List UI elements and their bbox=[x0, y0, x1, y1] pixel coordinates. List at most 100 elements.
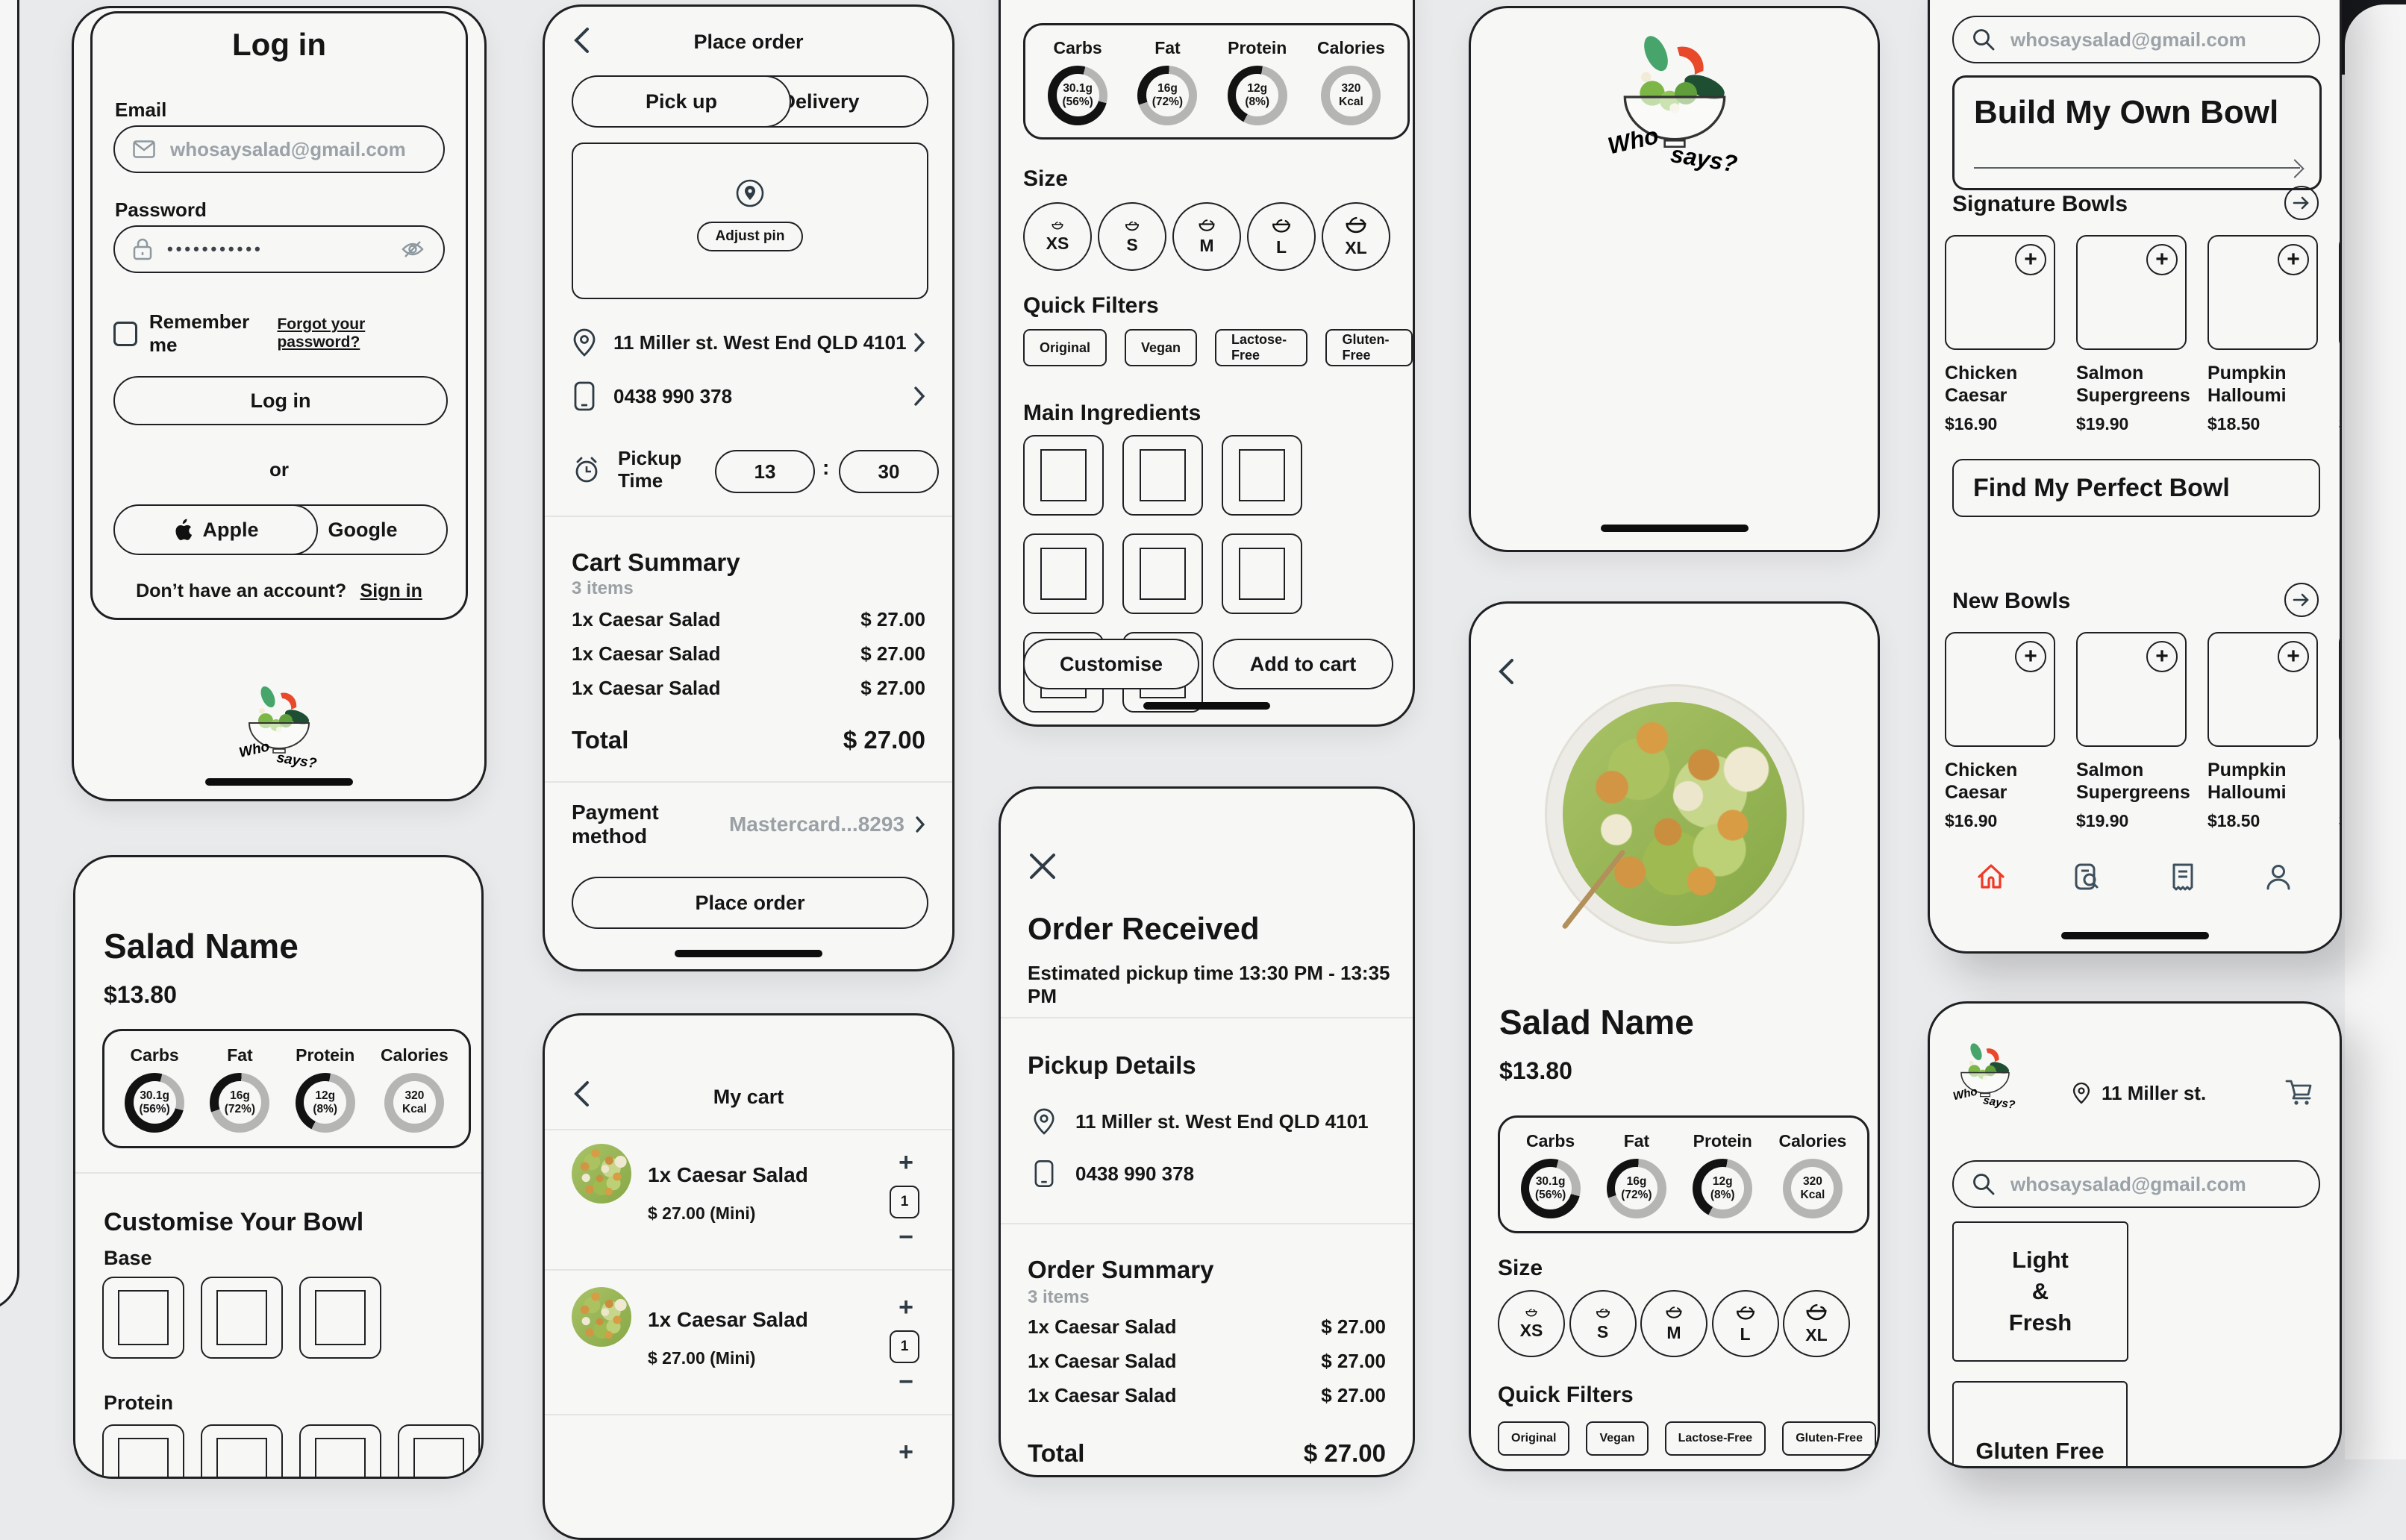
decrease-qty-button[interactable]: − bbox=[899, 1223, 913, 1251]
pickup-time-row: Pickup Time 13 : 30 bbox=[572, 444, 939, 496]
increase-qty-button[interactable]: + bbox=[899, 1438, 913, 1466]
forgot-password-link[interactable]: Forgot your password? bbox=[277, 316, 366, 351]
increase-qty-button[interactable]: + bbox=[899, 1293, 913, 1321]
back-chevron-icon[interactable] bbox=[572, 1080, 591, 1108]
size-option-l[interactable]: L bbox=[1247, 202, 1316, 271]
back-chevron-icon[interactable] bbox=[1496, 657, 1516, 686]
bowl-card[interactable]: + Chicken Caesar $16.90 bbox=[1945, 632, 2057, 831]
filter-vegan[interactable]: Vegan bbox=[1586, 1421, 1649, 1456]
filter-original[interactable]: Original bbox=[1023, 329, 1107, 366]
adjust-pin-button[interactable]: Adjust pin bbox=[697, 222, 803, 251]
cart-row-price: $ 27.00 bbox=[860, 642, 925, 665]
base-option[interactable] bbox=[201, 1277, 283, 1359]
size-option-l[interactable]: L bbox=[1711, 1290, 1779, 1357]
location-row[interactable]: 11 Miller st. bbox=[2072, 1078, 2206, 1108]
nav-receipt-icon[interactable] bbox=[2166, 860, 2199, 893]
bowl-card[interactable]: + Gre Chi $17 bbox=[2339, 632, 2340, 831]
plus-circle-icon[interactable]: + bbox=[2278, 244, 2309, 275]
size-option-m[interactable]: M bbox=[1640, 1290, 1707, 1357]
base-option[interactable] bbox=[102, 1277, 184, 1359]
size-option-xl[interactable]: XL bbox=[1322, 202, 1390, 271]
email-field[interactable] bbox=[113, 125, 445, 173]
search-input[interactable] bbox=[2009, 27, 2301, 52]
decrease-qty-button[interactable]: − bbox=[899, 1368, 913, 1396]
pickup-tab[interactable]: Pick up bbox=[572, 75, 791, 128]
hour-picker[interactable]: 13 bbox=[715, 450, 815, 493]
increase-qty-button[interactable]: + bbox=[899, 1148, 913, 1177]
login-button[interactable]: Log in bbox=[113, 376, 448, 425]
ingredient-option[interactable] bbox=[1023, 435, 1104, 516]
plus-circle-icon[interactable]: + bbox=[2015, 244, 2046, 275]
plus-circle-icon[interactable]: + bbox=[2146, 641, 2178, 672]
payment-row[interactable]: Payment method Mastercard...8293 bbox=[572, 801, 925, 848]
ingredient-option[interactable] bbox=[1122, 435, 1203, 516]
nutrition-label: Calories bbox=[381, 1045, 449, 1065]
protein-option[interactable] bbox=[102, 1424, 184, 1477]
email-input[interactable] bbox=[169, 137, 425, 162]
cart-items-count: 3 items bbox=[572, 578, 634, 598]
size-option-xl[interactable]: XL bbox=[1783, 1290, 1850, 1357]
search-input[interactable] bbox=[2009, 1171, 2301, 1197]
bowl-card[interactable]: + Pumpkin Halloumi $18.50 bbox=[2207, 632, 2319, 831]
category-tile-light-fresh[interactable]: Light & Fresh bbox=[1952, 1221, 2128, 1362]
chevron-right-icon bbox=[913, 332, 925, 353]
nav-profile-icon[interactable] bbox=[2262, 860, 2295, 893]
signature-arrow-button[interactable] bbox=[2284, 186, 2319, 220]
protein-option[interactable] bbox=[201, 1424, 283, 1477]
back-chevron-icon[interactable] bbox=[572, 26, 591, 54]
filter-lactose-free[interactable]: Lactose-Free bbox=[1664, 1421, 1766, 1456]
ingredient-option[interactable] bbox=[1122, 533, 1203, 614]
filter-vegan[interactable]: Vegan bbox=[1125, 329, 1198, 366]
address-row[interactable]: 11 Miller st. West End QLD 4101 bbox=[572, 326, 925, 359]
ingredient-option[interactable] bbox=[1222, 533, 1302, 614]
nav-home-icon[interactable] bbox=[1975, 860, 2007, 893]
base-option[interactable] bbox=[299, 1277, 381, 1359]
new-bowls-arrow-button[interactable] bbox=[2284, 583, 2319, 617]
protein-option[interactable] bbox=[398, 1424, 480, 1477]
bowl-card[interactable]: + Salmon Supergreens $19.90 bbox=[2076, 235, 2190, 434]
size-option-m[interactable]: M bbox=[1172, 202, 1241, 271]
find-my-perfect-bowl-button[interactable]: Find My Perfect Bowl bbox=[1952, 459, 2320, 517]
filter-gluten-free[interactable]: Gluten-Free bbox=[1325, 329, 1413, 366]
category-tile-gluten-free[interactable]: Gluten Free bbox=[1952, 1381, 2128, 1466]
add-to-cart-button[interactable]: Add to cart bbox=[1213, 639, 1393, 689]
map-card[interactable]: Adjust pin bbox=[572, 143, 928, 299]
password-input[interactable] bbox=[166, 239, 387, 260]
bowl-price: $19.90 bbox=[2076, 811, 2129, 830]
bowl-card[interactable]: + Chicken Caesar $16.90 bbox=[1945, 235, 2057, 434]
size-option-s[interactable]: S bbox=[1098, 202, 1166, 271]
password-field[interactable] bbox=[113, 225, 445, 273]
nutrition-label: Calories bbox=[1778, 1130, 1847, 1151]
filter-original[interactable]: Original bbox=[1498, 1421, 1570, 1456]
plus-circle-icon[interactable]: + bbox=[2015, 641, 2046, 672]
size-option-xs[interactable]: XS bbox=[1023, 202, 1092, 271]
plus-circle-icon[interactable]: + bbox=[2278, 641, 2309, 672]
filter-gluten-free[interactable]: Gluten-Free bbox=[1782, 1421, 1876, 1456]
eye-off-icon[interactable] bbox=[400, 240, 425, 259]
signin-link[interactable]: Sign in bbox=[360, 580, 422, 601]
plus-circle-icon[interactable]: + bbox=[2146, 244, 2178, 275]
place-order-button[interactable]: Place order bbox=[572, 877, 928, 929]
search-bar[interactable] bbox=[1952, 16, 2320, 63]
filter-lactose-free[interactable]: Lactose-Free bbox=[1215, 329, 1308, 366]
google-label: Google bbox=[328, 518, 398, 541]
bowl-card[interactable]: + Pumpkin Halloumi $18.50 bbox=[2207, 235, 2319, 434]
ingredient-option[interactable] bbox=[1023, 533, 1104, 614]
remember-checkbox[interactable] bbox=[113, 321, 137, 346]
close-icon[interactable] bbox=[1028, 851, 1057, 881]
size-option-s[interactable]: S bbox=[1569, 1290, 1637, 1357]
minute-picker[interactable]: 30 bbox=[839, 450, 939, 493]
bowl-card[interactable]: + Gre Chi $17 bbox=[2339, 235, 2340, 434]
cart-icon[interactable] bbox=[2284, 1078, 2314, 1107]
nav-orders-search-icon[interactable] bbox=[2070, 860, 2103, 893]
bowl-card[interactable]: + Salmon Supergreens $19.90 bbox=[2076, 632, 2190, 831]
size-option-xs[interactable]: XS bbox=[1498, 1290, 1565, 1357]
phone-row[interactable]: 0438 990 378 bbox=[572, 380, 925, 413]
apple-button[interactable]: Apple bbox=[113, 504, 318, 555]
protein-option[interactable] bbox=[299, 1424, 381, 1477]
build-my-own-bowl-card[interactable]: Build My Own Bowl bbox=[1952, 75, 2322, 190]
signature-bowls-label: Signature Bowls bbox=[1952, 192, 2128, 216]
search-bar[interactable] bbox=[1952, 1160, 2320, 1208]
customise-button[interactable]: Customise bbox=[1023, 639, 1199, 689]
ingredient-option[interactable] bbox=[1222, 435, 1302, 516]
